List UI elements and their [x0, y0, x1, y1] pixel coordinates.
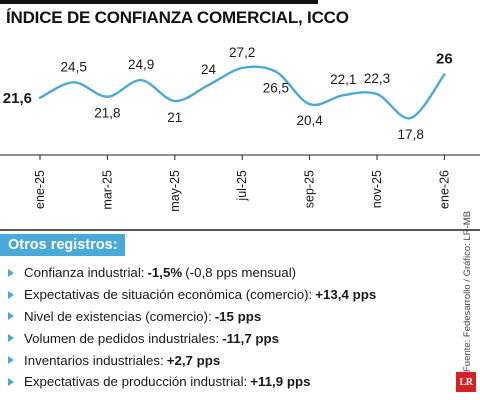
record-label: Inventarios industriales: — [24, 352, 164, 368]
x-tick-label: mar-25 — [100, 170, 114, 210]
point-label: 26,5 — [263, 81, 289, 96]
triangle-bullet-icon — [8, 268, 14, 277]
lr-logo: LR — [456, 372, 476, 392]
chart-title: ÍNDICE DE CONFIANZA COMERCIAL, ICCO — [6, 8, 349, 27]
point-label: 21 — [167, 110, 182, 125]
x-tick-label: sep-25 — [303, 170, 317, 208]
x-tick-label: ene-26 — [437, 170, 451, 209]
point-label: 20,4 — [296, 113, 323, 128]
record-item: Volumen de pedidos industriales: -11,7 pp… — [8, 327, 376, 349]
record-value: +11,9 pps — [250, 374, 311, 390]
source-note: Fuente: Fedesarrollo / Gráfico: LR-MB — [462, 210, 473, 372]
x-tick-label: nov-25 — [370, 170, 384, 208]
record-value: +2,7 pps — [166, 352, 221, 368]
line-chart: 21,6 24,5 21,8 24,9 21 24 27,2 26,5 20,4 22,1 22,3… — [0, 45, 480, 231]
point-label: 27,2 — [229, 45, 255, 60]
x-tick-label: jul-25 — [235, 170, 249, 202]
record-label: Expectativas de situación económica (com… — [24, 287, 313, 303]
triangle-bullet-icon — [8, 377, 14, 386]
point-label: 24,5 — [61, 59, 87, 74]
triangle-bullet-icon — [8, 290, 14, 299]
point-label: 21,6 — [3, 90, 32, 107]
record-label: Volumen de pedidos industriales: — [24, 330, 220, 346]
records-list: Confianza industrial: -1,5% (-0,8 pps mens… — [8, 262, 376, 393]
point-label: 22,1 — [330, 72, 356, 87]
record-item: Inventarios industriales: +2,7 pps — [8, 349, 376, 371]
record-value: -1,5% — [147, 265, 183, 281]
record-label: Confianza industrial: — [24, 265, 145, 281]
point-label: 17,8 — [398, 127, 424, 142]
record-value: +13,4 pps — [315, 287, 377, 303]
record-item: Expectativas de producción industrial: +1… — [8, 371, 376, 393]
record-label: Nivel de existencias (comercio): — [24, 308, 212, 324]
point-label: 24,9 — [128, 57, 154, 72]
point-label: 22,3 — [364, 71, 390, 86]
record-item: Expectativas de situación económica (com… — [8, 284, 376, 306]
point-label: 26 — [436, 50, 453, 67]
record-value: -15 pps — [214, 308, 262, 324]
record-extra: (-0,8 pps mensual) — [185, 265, 297, 281]
other-records-header: Otros registros: — [0, 234, 125, 256]
triangle-bullet-icon — [8, 312, 14, 321]
record-value: -11,7 pps — [222, 330, 280, 346]
triangle-bullet-icon — [8, 334, 14, 343]
triangle-bullet-icon — [8, 356, 14, 365]
record-item: Confianza industrial: -1,5% (-0,8 pps mens… — [8, 262, 376, 284]
point-label: 24 — [201, 62, 217, 77]
point-label: 21,8 — [94, 106, 120, 121]
record-label: Expectativas de producción industrial: — [24, 374, 248, 390]
x-tick-label: ene-25 — [33, 170, 47, 209]
record-item: Nivel de existencias (comercio): -15 pps — [8, 306, 376, 328]
series-line — [38, 65, 446, 120]
x-tick-label: may-25 — [168, 170, 182, 212]
title-rule — [0, 0, 318, 4]
